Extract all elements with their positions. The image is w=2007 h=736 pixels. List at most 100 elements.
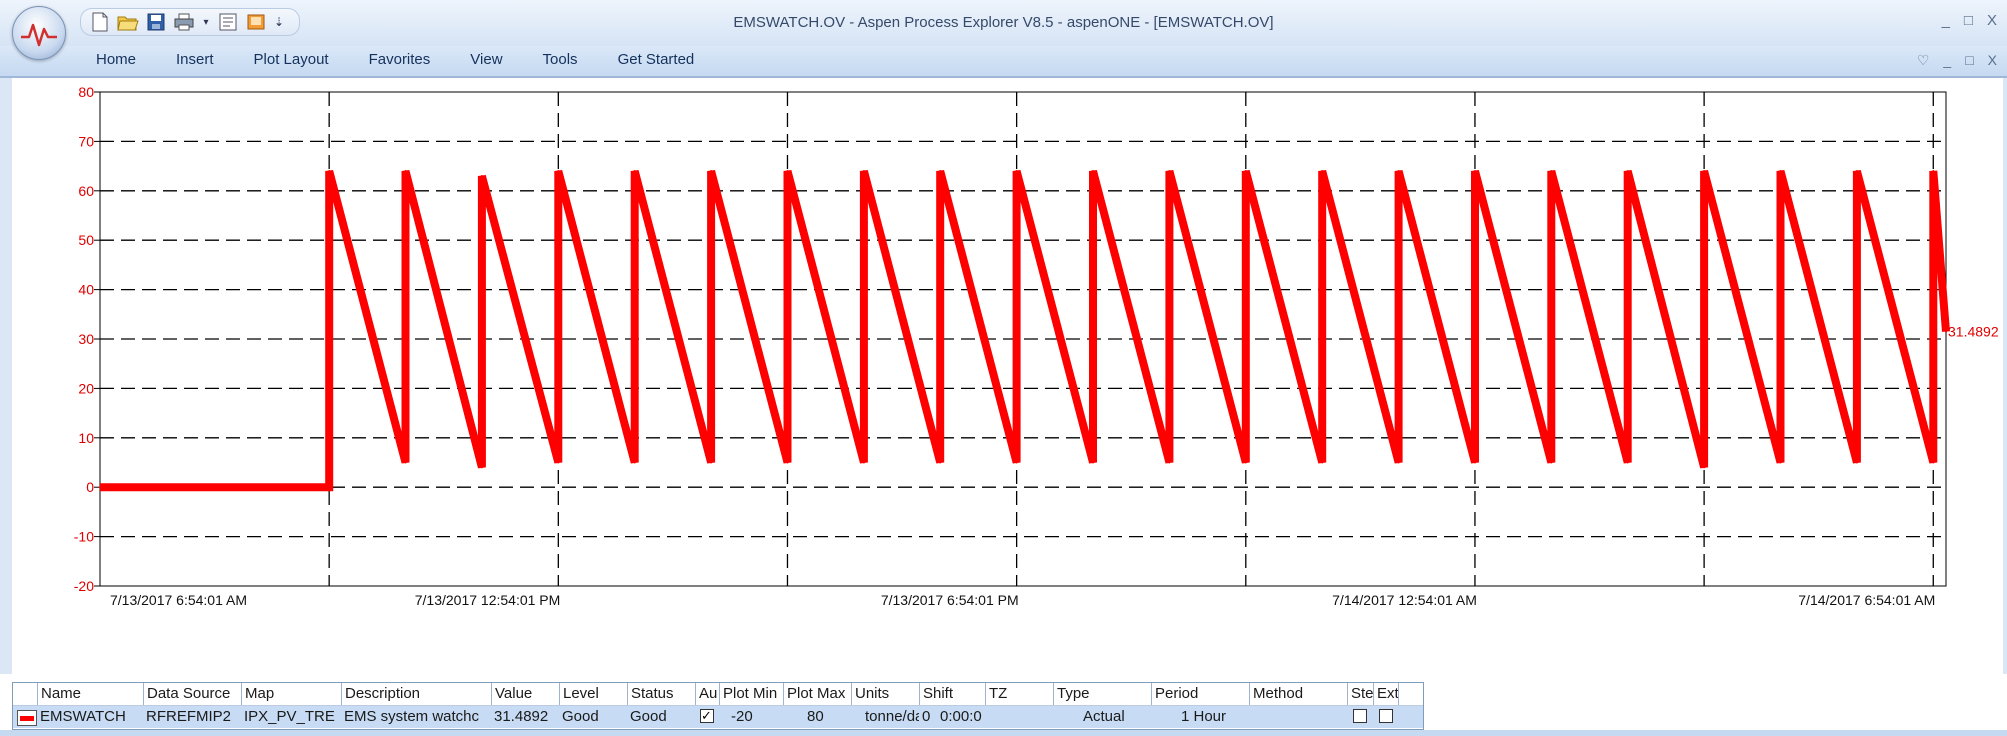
save-icon[interactable] (145, 11, 167, 33)
window-title: EMSWATCH.OV - Aspen Process Explorer V8.… (733, 14, 1274, 31)
header-name[interactable]: Name (37, 683, 97, 705)
legend-row[interactable]: EMSWATCH RFREFMIP2 IPX_PV_TRE EMS system… (13, 706, 1423, 728)
header-method[interactable]: Method (1249, 683, 1347, 705)
trace-shift-time[interactable]: 0:00:0 (940, 708, 982, 725)
trace-type[interactable]: Actual (1083, 708, 1125, 725)
tab-tools[interactable]: Tools (542, 51, 578, 68)
header-auto[interactable]: Au (695, 683, 719, 705)
restore-button[interactable]: □ (1963, 12, 1973, 29)
trend-point (1703, 466, 1706, 469)
trace-method[interactable] (1249, 706, 1347, 728)
y-tick-label: 60 (78, 183, 94, 199)
trend-point (862, 170, 865, 172)
mdi-controls: ♡ _ □ X (1917, 52, 1997, 69)
quick-access-toolbar: ▾ ⇣ (80, 8, 300, 36)
trend-chart[interactable]: -20 -10 0 10 20 30 40 50 60 70 80 7/13/2017 6:54:01… (0, 78, 2007, 674)
header-plot-min[interactable]: Plot Min (719, 683, 783, 705)
y-tick-label: -20 (74, 578, 94, 594)
new-icon[interactable] (89, 11, 111, 33)
trace-period[interactable]: 1 Hour (1181, 708, 1227, 725)
trend-legend-table[interactable]: Name Data Source Map Description Value L… (12, 682, 1424, 730)
book-icon[interactable] (245, 11, 267, 33)
y-tick-label: 40 (78, 282, 94, 298)
header-value[interactable]: Value (491, 683, 559, 705)
tab-plot-layout[interactable]: Plot Layout (253, 51, 329, 68)
trend-point (1855, 461, 1858, 464)
application-menu-button[interactable] (12, 6, 66, 60)
header-shift[interactable]: Shift (919, 683, 985, 705)
trace-plot-max[interactable]: 80 (807, 708, 824, 725)
trend-point (1779, 461, 1782, 464)
y-tick-label: 50 (78, 232, 94, 248)
trend-point (1932, 170, 1935, 172)
tab-get-started[interactable]: Get Started (617, 51, 695, 68)
trace-name[interactable]: EMSWATCH (40, 708, 126, 725)
header-plot-max[interactable]: Plot Max (783, 683, 851, 705)
trend-point (1244, 170, 1247, 172)
ribbon-tab-bar (0, 46, 2007, 78)
header-units[interactable]: Units (851, 683, 919, 705)
ribbon-tabs: Home Insert Plot Layout Favorites View T… (96, 51, 734, 68)
header-description[interactable]: Description (341, 683, 491, 705)
header-period[interactable]: Period (1151, 683, 1249, 705)
header-tz[interactable]: TZ (985, 683, 1053, 705)
close-button[interactable]: X (1986, 12, 1997, 29)
y-tick-label: -10 (74, 529, 94, 545)
trace-tz[interactable] (985, 706, 1053, 728)
trace-color-swatch[interactable] (17, 710, 37, 726)
trend-point (328, 486, 331, 489)
trend-point (480, 175, 483, 177)
header-ext[interactable]: Ext (1373, 683, 1399, 705)
header-map[interactable]: Map (241, 683, 341, 705)
trend-logo-icon (21, 23, 57, 47)
tab-insert[interactable]: Insert (176, 51, 214, 68)
mdi-dropdown-button[interactable]: ♡ (1916, 52, 1930, 68)
trend-point (1626, 461, 1629, 464)
dropdown-icon[interactable]: ▾ (203, 16, 209, 28)
step-checkbox[interactable] (1353, 709, 1367, 724)
header-status[interactable]: Status (627, 683, 695, 705)
tab-favorites[interactable]: Favorites (368, 51, 431, 68)
mdi-minimize-button[interactable]: _ (1943, 52, 1952, 68)
header-type[interactable]: Type (1053, 683, 1151, 705)
trend-point (404, 461, 407, 464)
trace-units[interactable]: tonne/da (865, 708, 919, 725)
trend-point (480, 466, 483, 469)
header-level[interactable]: Level (559, 683, 627, 705)
minimize-button[interactable]: _ (1941, 12, 1950, 29)
trend-point (1474, 461, 1476, 464)
header-step[interactable]: Ste (1347, 683, 1373, 705)
plot-area[interactable]: -20 -10 0 10 20 30 40 50 60 70 80 7/13/2017 6:54:01… (0, 78, 2007, 674)
ext-checkbox-cell[interactable] (1373, 706, 1399, 728)
trend-line-emswatch (100, 169, 1950, 492)
trend-point (1474, 170, 1476, 172)
trace-map[interactable]: IPX_PV_TRE (244, 708, 335, 725)
open-icon[interactable] (117, 11, 139, 33)
trace-value: 31.4892 (494, 708, 549, 725)
trace-shift[interactable]: 0 (922, 708, 931, 725)
tab-view[interactable]: View (470, 51, 503, 68)
trace-data-source[interactable]: RFREFMIP2 (146, 708, 232, 725)
trend-point (1550, 170, 1553, 172)
auto-scale-checkbox[interactable] (700, 706, 714, 727)
mdi-restore-button[interactable]: □ (1965, 52, 1974, 68)
trend-point (1092, 170, 1094, 172)
trend-point (1015, 170, 1018, 172)
properties-icon[interactable] (217, 11, 239, 33)
trace-plot-min[interactable]: -20 (731, 708, 753, 725)
print-icon[interactable] (173, 11, 195, 33)
ext-checkbox[interactable] (1379, 709, 1393, 724)
trend-point (1244, 461, 1247, 464)
trace-description[interactable]: EMS system watchc (344, 708, 480, 725)
header-data-source[interactable]: Data Source (143, 683, 241, 705)
auto-scale-checkbox-cell[interactable] (695, 706, 719, 728)
trend-point (1945, 330, 1947, 333)
trend-point (1168, 461, 1171, 464)
trend-point (1092, 461, 1094, 464)
trend-point (1168, 170, 1171, 172)
customize-icon[interactable]: ⇣ (273, 15, 285, 29)
mdi-close-button[interactable]: X (1987, 52, 1997, 68)
step-checkbox-cell[interactable] (1347, 706, 1373, 728)
tab-home[interactable]: Home (96, 51, 137, 68)
trend-point (1397, 461, 1400, 464)
